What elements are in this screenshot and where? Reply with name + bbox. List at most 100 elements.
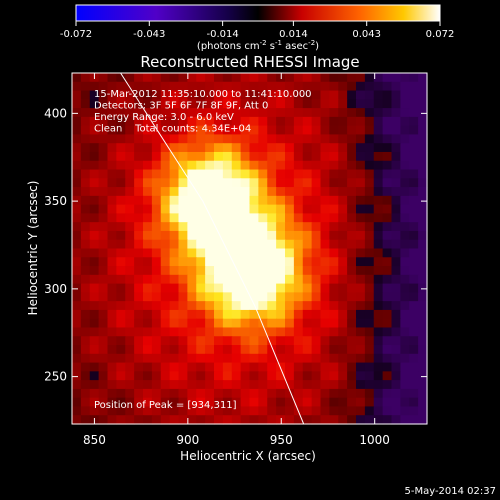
heatmap-cell <box>72 90 82 100</box>
heatmap-cell <box>89 143 100 153</box>
heatmap-cell <box>151 371 162 381</box>
heatmap-cell <box>160 151 171 162</box>
heatmap-cell <box>72 73 82 83</box>
heatmap-cell <box>125 195 135 206</box>
heatmap-cell <box>205 309 215 320</box>
heatmap-cell <box>391 116 401 127</box>
colorbar-tick-label: 0.072 <box>426 29 455 40</box>
heatmap-cell <box>160 406 171 416</box>
heatmap-cell <box>293 292 304 302</box>
heatmap-cell <box>329 292 339 302</box>
heatmap-cell <box>160 116 171 127</box>
heatmap-cell <box>338 345 348 355</box>
heatmap-cell <box>338 266 348 276</box>
heatmap-cell <box>391 125 401 136</box>
heatmap-cell <box>214 283 224 293</box>
heatmap-cell <box>285 388 295 399</box>
heatmap-cell <box>134 169 144 179</box>
heatmap-cell <box>320 301 330 311</box>
heatmap-cell <box>214 415 224 425</box>
heatmap-cell <box>125 266 135 276</box>
heatmap-cell <box>320 204 330 214</box>
heatmap-cell <box>400 388 410 399</box>
heatmap-cell <box>107 169 117 179</box>
heatmap-cell <box>80 336 91 346</box>
colorbar-unit-label: (photons cm-2 s-1 asec-2) <box>197 39 319 52</box>
heatmap-cell <box>169 283 180 293</box>
heatmap-cell <box>125 213 135 223</box>
heatmap-cell <box>311 415 322 425</box>
heatmap-cell <box>276 362 286 372</box>
heatmap-cell <box>356 213 366 223</box>
heatmap-cell <box>418 318 428 329</box>
heatmap-cell <box>143 134 153 144</box>
heatmap-cell <box>72 222 82 232</box>
heatmap-cell <box>151 309 162 320</box>
heatmap-cell <box>364 309 375 320</box>
heatmap-cell <box>338 327 348 337</box>
heatmap-cell <box>373 336 384 346</box>
heatmap-cell <box>293 257 304 267</box>
heatmap-cell <box>302 195 313 206</box>
heatmap-cell <box>391 90 401 100</box>
heatmap-cell <box>302 125 313 136</box>
heatmap-cell <box>205 73 215 83</box>
heatmap-cell <box>258 353 268 364</box>
heatmap-cell <box>302 371 313 381</box>
heatmap-cell <box>293 116 304 127</box>
heatmap-cell <box>214 116 224 127</box>
heatmap-cell <box>98 213 109 223</box>
heatmap-cell <box>258 125 268 136</box>
heatmap-cell <box>329 257 339 267</box>
heatmap-cell <box>160 318 171 329</box>
chart-title: Reconstructed RHESSI Image <box>140 53 359 71</box>
heatmap-cell <box>80 222 91 232</box>
heatmap-cell <box>267 116 277 127</box>
heatmap-cell <box>214 257 224 267</box>
heatmap-cell <box>178 239 188 250</box>
heatmap-cell <box>143 397 153 408</box>
heatmap-cell <box>409 362 419 372</box>
heatmap-cell <box>285 143 295 153</box>
heatmap-cell <box>125 143 135 153</box>
heatmap-cell <box>382 90 393 100</box>
heatmap-cell <box>205 274 215 285</box>
heatmap-cell <box>285 371 295 381</box>
heatmap-cell <box>347 90 357 100</box>
heatmap-cell <box>187 406 197 416</box>
heatmap-cell <box>151 230 162 241</box>
heatmap-cell <box>391 99 401 109</box>
heatmap-cell <box>187 345 197 355</box>
heatmap-cell <box>125 178 135 188</box>
heatmap-cell <box>116 415 126 425</box>
heatmap-cell <box>98 125 109 136</box>
heatmap-cell <box>373 195 384 206</box>
heatmap-cell <box>231 266 242 276</box>
heatmap-cell <box>311 195 322 206</box>
heatmap-cell <box>285 336 295 346</box>
heatmap-cell <box>134 222 144 232</box>
heatmap-cell <box>293 397 304 408</box>
heatmap-cell <box>302 406 313 416</box>
heatmap-cell <box>356 318 366 329</box>
heatmap-cell <box>267 90 277 100</box>
heatmap-cell <box>391 388 401 399</box>
heatmap-cell <box>320 213 330 223</box>
heatmap-cell <box>116 274 126 285</box>
heatmap-cell <box>364 248 375 258</box>
heatmap-cell <box>249 371 259 381</box>
heatmap-cell <box>240 143 251 153</box>
heatmap-cell <box>116 371 126 381</box>
heatmap-cell <box>373 160 384 171</box>
heatmap-cell <box>80 195 91 206</box>
heatmap-cell <box>409 90 419 100</box>
heatmap-cell <box>329 362 339 372</box>
heatmap-cell <box>160 362 171 372</box>
heatmap-cell <box>285 239 295 250</box>
heatmap-cell <box>231 178 242 188</box>
heatmap-cell <box>151 108 162 118</box>
heatmap-cell <box>89 292 100 302</box>
heatmap-cell <box>338 143 348 153</box>
heatmap-cell <box>347 151 357 162</box>
heatmap-cell <box>116 388 126 399</box>
